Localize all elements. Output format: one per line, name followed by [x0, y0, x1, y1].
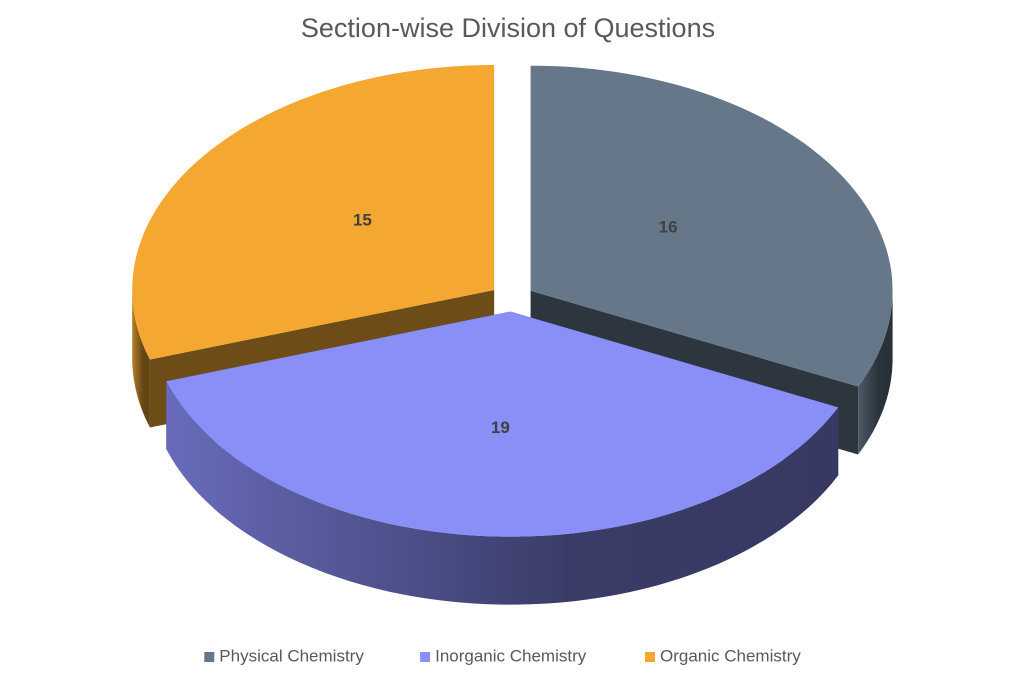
data-label: 19 [491, 418, 510, 437]
chart-title: Section-wise Division of Questions [301, 13, 715, 43]
slice [132, 65, 495, 360]
legend-label: Inorganic Chemistry [435, 646, 587, 665]
legend-swatch [420, 652, 431, 662]
slice-side [858, 290, 893, 455]
slice [166, 311, 839, 537]
legend-label: Physical Chemistry [219, 646, 364, 665]
data-label: 16 [659, 217, 678, 236]
legend-label: Organic Chemistry [660, 646, 801, 665]
data-label: 15 [353, 211, 372, 230]
slice-side [166, 381, 839, 605]
slice [530, 65, 893, 387]
legend-swatch [204, 652, 215, 662]
slice-side [132, 290, 150, 428]
legend-swatch [645, 652, 655, 662]
